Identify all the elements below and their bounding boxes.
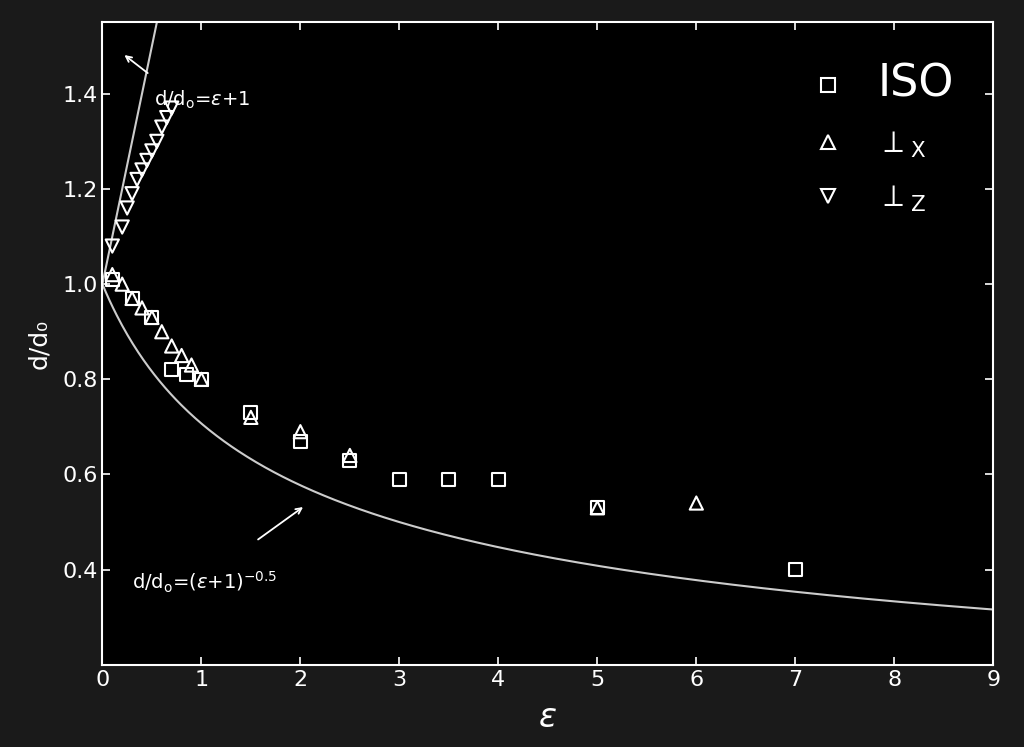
Point (243, 412, 259, 424)
Point (440, 474, 457, 486)
Point (119, 202, 135, 214)
Point (154, 121, 170, 133)
Point (490, 474, 507, 486)
Point (173, 350, 189, 362)
Point (688, 497, 705, 509)
Point (183, 359, 200, 371)
Point (114, 221, 130, 233)
Legend: ISO, $\perp_\mathrm{X}$, $\perp_\mathrm{Z}$: ISO, $\perp_\mathrm{X}$, $\perp_\mathrm{… (785, 37, 978, 238)
Point (292, 426, 308, 438)
Point (129, 173, 145, 185)
Point (124, 187, 140, 199)
Point (134, 164, 151, 176)
Point (139, 155, 156, 167)
Point (134, 302, 151, 314)
Point (243, 406, 259, 418)
Point (148, 135, 165, 147)
Point (124, 292, 140, 304)
Point (154, 326, 170, 338)
Point (104, 240, 121, 252)
Text: d/d$_\mathrm{o}$=$\varepsilon$+1: d/d$_\mathrm{o}$=$\varepsilon$+1 (154, 89, 250, 111)
Point (143, 311, 160, 323)
Point (104, 273, 121, 285)
Point (292, 436, 308, 447)
Point (178, 368, 195, 380)
Point (124, 292, 140, 304)
Point (143, 145, 160, 157)
Point (589, 502, 605, 514)
Point (114, 278, 130, 290)
Point (391, 474, 408, 486)
Point (342, 454, 358, 466)
Point (194, 374, 210, 385)
Point (787, 564, 804, 576)
Point (164, 340, 180, 352)
Point (143, 311, 160, 323)
Point (589, 502, 605, 514)
Point (164, 102, 180, 114)
Point (159, 111, 175, 123)
Point (194, 374, 210, 385)
X-axis label: ε: ε (539, 701, 557, 734)
Point (342, 450, 358, 462)
Text: d/d$_\mathrm{o}$=($\varepsilon$+1)$^{-0.5}$: d/d$_\mathrm{o}$=($\varepsilon$+1)$^{-0.… (132, 570, 278, 595)
Point (164, 364, 180, 376)
Point (104, 269, 121, 281)
Y-axis label: d/d₀: d/d₀ (27, 318, 51, 369)
